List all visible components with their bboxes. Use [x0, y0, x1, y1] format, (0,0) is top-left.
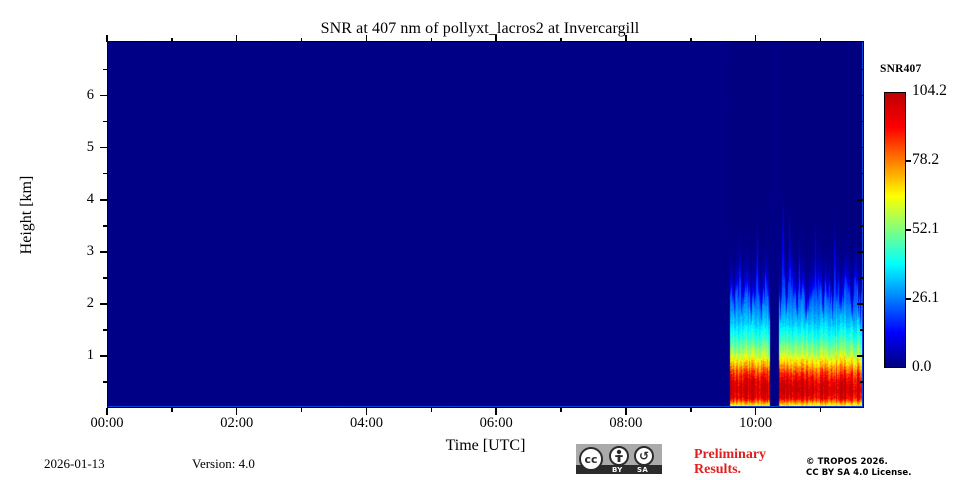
x-minor-tick: [819, 408, 822, 412]
y-minor-tick-right: [860, 329, 864, 331]
x-minor-tick-top: [690, 38, 692, 42]
y-minor-tick-right: [860, 381, 864, 383]
y-tick-right-3: [857, 251, 864, 253]
x-minor-tick-top: [171, 38, 173, 42]
x-tick-label-10:00: 10:00: [739, 415, 773, 431]
x-minor-tick: [430, 408, 433, 412]
colorbar-gradient: [885, 93, 905, 367]
y-tick-right-4: [857, 199, 864, 201]
y-tick-6: [100, 94, 107, 97]
person-glyph: [615, 449, 623, 462]
x-tick-top-10:00: [754, 35, 757, 42]
y-tick-right-6: [857, 94, 864, 97]
x-tick-top-08:00: [625, 35, 627, 42]
y-minor-tick: [103, 172, 107, 175]
x-tick-06:00: [495, 408, 497, 415]
y-tick-label-2: 2: [86, 294, 94, 311]
page-title: SNR at 407 nm of pollyxt_lacros2 at Inve…: [320, 20, 640, 37]
y-tick-label-5: 5: [86, 138, 94, 155]
y-minor-tick: [103, 277, 107, 279]
x-tick-02:00: [235, 408, 238, 415]
colorbar-tick-52.1: [906, 229, 911, 231]
y-minor-tick-right: [860, 172, 864, 175]
cc-license-badge[interactable]: cc ↺ BY SA: [576, 444, 662, 474]
cc-by-label: BY: [612, 466, 623, 474]
cc-sa-label: SA: [637, 466, 649, 474]
x-minor-tick-top: [430, 38, 433, 42]
x-tick-top-00:00: [106, 35, 108, 42]
preliminary-results-notice: Preliminary Results.: [694, 447, 794, 477]
x-tick-top-04:00: [365, 35, 368, 42]
colorbar-tick-26.1: [906, 298, 911, 300]
cc-icon: cc: [579, 447, 603, 471]
preliminary-line-1: Preliminary: [694, 447, 767, 462]
y-minor-tick: [103, 225, 107, 227]
colorbar-title: SNR407: [880, 63, 922, 75]
copyright-notice: © TROPOS 2026. CC BY SA 4.0 License.: [806, 457, 912, 479]
heatmap-canvas: [108, 42, 862, 406]
y-minor-tick: [103, 68, 107, 71]
y-minor-tick-right: [860, 277, 864, 279]
colorbar-label-52.1: 52.1: [912, 220, 940, 237]
x-tick-label-04:00: 04:00: [349, 415, 383, 431]
x-tick-top-06:00: [495, 35, 497, 42]
colorbar-label-26.1: 26.1: [912, 288, 940, 306]
x-tick-00:00: [106, 408, 108, 415]
y-tick-label-1: 1: [86, 346, 94, 363]
cc-sa-share-alike-icon: ↺: [634, 446, 654, 466]
x-tick-top-02:00: [235, 35, 238, 42]
cc-by-person-icon: [609, 446, 629, 466]
x-tick-label-06:00: 06:00: [479, 415, 513, 431]
x-axis-label: Time [UTC]: [445, 437, 526, 454]
y-tick-4: [100, 199, 107, 201]
y-tick-label-6: 6: [86, 86, 94, 103]
x-minor-tick: [560, 408, 562, 412]
y-tick-right-1: [857, 355, 864, 357]
license-line: CC BY SA 4.0 License.: [806, 468, 912, 478]
y-tick-1: [100, 355, 107, 357]
y-minor-tick-right: [860, 68, 864, 71]
date-stamp: 2026-01-13: [44, 456, 105, 471]
preliminary-line-2: Results.: [694, 462, 742, 477]
x-minor-tick: [690, 408, 692, 412]
y-tick-3: [100, 251, 107, 253]
heatmap-plot-area: [107, 41, 864, 408]
colorbar: [884, 92, 906, 368]
x-tick-04:00: [365, 408, 368, 415]
colorbar-label-0.0: 0.0: [912, 358, 932, 375]
y-tick-2: [100, 303, 107, 305]
cc-badge-bar: [576, 465, 662, 474]
colorbar-label-104.2: 104.2: [912, 82, 947, 99]
x-minor-tick-top: [300, 38, 303, 42]
y-tick-right-5: [857, 146, 864, 149]
x-tick-label-08:00: 08:00: [609, 415, 643, 431]
x-minor-tick-top: [819, 38, 822, 42]
y-minor-tick: [103, 381, 107, 383]
x-tick-10:00: [754, 408, 757, 415]
y-tick-5: [100, 146, 107, 149]
version-label: Version: 4.0: [192, 456, 255, 471]
colorbar-label-78.2: 78.2: [912, 150, 940, 168]
y-axis-label: Height [km]: [18, 175, 35, 255]
y-minor-tick-right: [860, 225, 864, 227]
x-minor-tick-top: [560, 38, 562, 42]
y-minor-tick: [103, 120, 107, 123]
copyright-line-1: © TROPOS 2026.: [806, 457, 888, 467]
x-tick-08:00: [625, 408, 627, 415]
y-minor-tick: [103, 329, 107, 331]
y-tick-label-3: 3: [86, 242, 94, 259]
y-minor-tick-right: [860, 120, 864, 123]
x-tick-label-02:00: 02:00: [220, 415, 254, 431]
colorbar-tick-78.2: [906, 160, 911, 162]
y-tick-right-2: [857, 303, 864, 305]
x-minor-tick: [300, 408, 303, 412]
y-tick-label-4: 4: [86, 190, 94, 207]
x-minor-tick: [171, 408, 173, 412]
x-tick-label-00:00: 00:00: [90, 415, 124, 431]
